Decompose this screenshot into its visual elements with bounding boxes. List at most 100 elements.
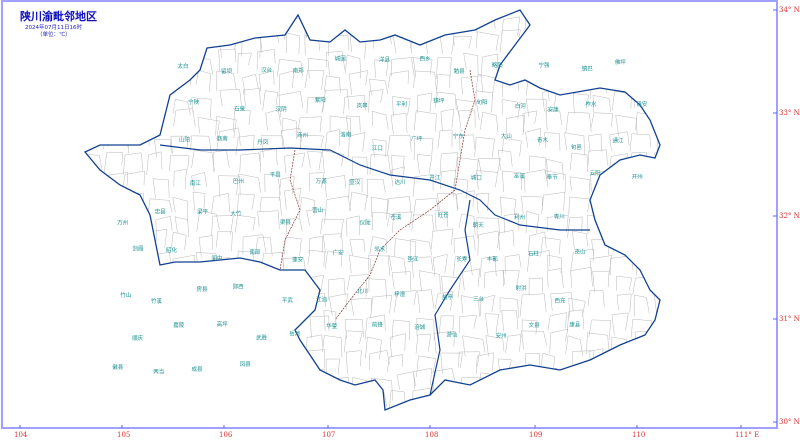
county-boundary — [372, 211, 391, 231]
place-label: 丹凤 — [257, 139, 269, 146]
lon-label-106: 106 — [219, 431, 233, 439]
county-boundary — [102, 193, 125, 214]
county-boundary — [278, 175, 295, 201]
county-boundary — [213, 332, 239, 355]
county-boundary — [585, 31, 609, 55]
county-boundary — [369, 153, 392, 175]
county-boundary — [437, 193, 459, 211]
county-boundary — [550, 292, 574, 312]
county-boundary — [484, 313, 499, 336]
county-boundary — [152, 178, 170, 199]
county-boundary — [122, 89, 139, 109]
county-boundary — [85, 374, 103, 395]
map-unit: （单位：℃） — [37, 32, 71, 38]
county-boundary — [172, 99, 191, 116]
county-boundary — [587, 290, 605, 308]
county-boundary — [482, 390, 505, 410]
map-datetime: 2024年07月11日16时 — [25, 25, 82, 31]
place-label: 云阳 — [590, 169, 601, 177]
lat-label-31: 31° N — [779, 315, 800, 323]
county-boundary — [298, 196, 316, 219]
county-boundary — [280, 354, 301, 375]
county-boundary — [587, 149, 608, 173]
county-boundary — [122, 29, 144, 55]
county-boundary — [307, 58, 330, 79]
place-label: 南部 — [249, 248, 261, 256]
county-boundary — [236, 173, 261, 196]
county-boundary — [569, 152, 589, 172]
county-boundary — [654, 152, 660, 170]
place-label: 青川 — [554, 213, 565, 221]
county-boundary — [85, 414, 99, 433]
county-boundary — [103, 275, 122, 295]
county-boundary — [365, 336, 382, 360]
county-boundary — [433, 254, 448, 277]
county-boundary — [346, 274, 370, 292]
place-label: 西充 — [555, 297, 567, 305]
place-label: 阆中 — [211, 254, 222, 262]
county-boundary — [328, 377, 350, 399]
county-boundary — [278, 70, 295, 96]
county-boundary — [389, 333, 406, 358]
county-boundary — [457, 15, 471, 33]
county-boundary — [370, 294, 393, 319]
county-boundary — [476, 192, 490, 214]
place-label: 洛南 — [340, 131, 352, 139]
county-boundary — [477, 230, 501, 256]
county-boundary — [592, 95, 611, 113]
county-boundary — [610, 33, 626, 52]
county-boundary — [350, 297, 372, 316]
county-boundary — [412, 174, 434, 197]
county-boundary — [418, 270, 441, 293]
county-boundary — [484, 270, 505, 289]
county-boundary — [121, 72, 142, 93]
county-boundary — [221, 378, 234, 395]
county-boundary — [305, 334, 323, 358]
place-label: 安州 — [496, 331, 507, 339]
county-boundary — [565, 112, 592, 134]
county-boundary — [349, 191, 368, 212]
place-label: 丰都 — [487, 255, 499, 263]
place-label: 涪城 — [414, 323, 426, 331]
county-boundary — [632, 67, 658, 88]
county-boundary — [658, 118, 660, 140]
axis-ticks — [19, 9, 777, 428]
county-boundary — [308, 235, 324, 253]
county-boundary — [307, 249, 325, 267]
county-boundary — [320, 218, 344, 238]
county-boundary — [629, 133, 651, 152]
place-label: 竹溪 — [151, 297, 163, 305]
county-boundary — [416, 92, 433, 114]
place-label: 嘉陵 — [173, 321, 185, 329]
county-boundary — [324, 129, 340, 151]
county-boundary — [190, 135, 212, 152]
county-boundary — [478, 158, 501, 175]
county-boundary — [633, 387, 648, 408]
county-boundary — [324, 175, 346, 198]
county-boundary — [323, 75, 341, 93]
county-boundary — [364, 314, 386, 340]
county-boundary — [307, 151, 323, 170]
county-boundary — [364, 409, 389, 410]
county-boundary — [503, 367, 519, 390]
county-boundary — [525, 211, 540, 234]
county-boundary — [659, 53, 660, 69]
place-label: 蓬安 — [292, 256, 304, 264]
county-boundary — [586, 332, 610, 356]
county-boundary — [570, 248, 594, 273]
place-label: 竹山 — [120, 291, 131, 299]
county-boundary — [349, 35, 367, 59]
place-label: 汉阴 — [276, 105, 288, 113]
county-boundary — [215, 231, 233, 252]
county-boundary — [459, 315, 477, 333]
place-label: 奉节 — [547, 173, 559, 181]
county-boundary — [565, 335, 583, 357]
county-boundary — [85, 286, 95, 306]
county-boundary — [285, 218, 303, 236]
county-boundary — [367, 12, 390, 34]
place-label: 柞水 — [585, 100, 597, 108]
place-label: 梁平 — [197, 207, 209, 215]
county-boundary — [254, 237, 273, 256]
place-label: 大竹 — [230, 210, 242, 218]
